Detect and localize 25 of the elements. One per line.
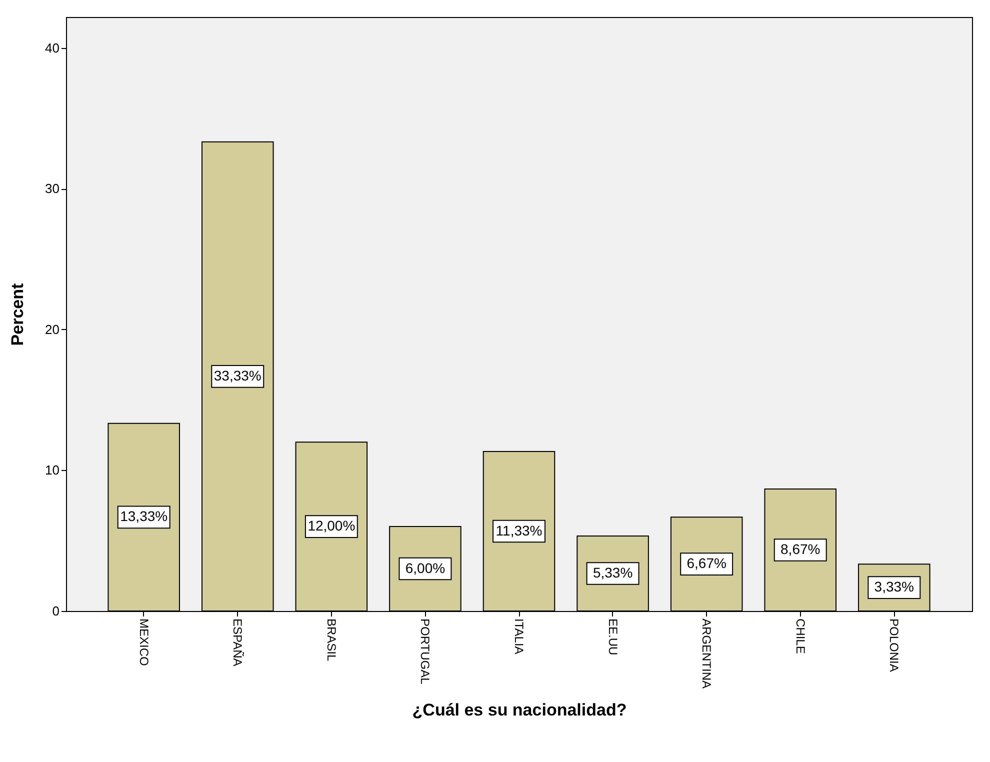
y-tick-label: 20 — [45, 322, 60, 337]
data-label: 5,33% — [592, 564, 633, 580]
y-tick-label: 40 — [45, 40, 60, 56]
x-axis-title: ¿Cuál es su nacionalidad? — [412, 700, 627, 720]
data-label: 33,33% — [214, 367, 262, 384]
y-tick-label: 0 — [52, 604, 60, 618]
x-tick-label: MEXICO — [136, 618, 151, 666]
data-label: 6,00% — [405, 560, 446, 576]
x-tick-label: ARGENTINA — [700, 618, 714, 689]
x-tick-label: PORTUGAL — [418, 618, 432, 685]
y-axis-title: Percent — [8, 282, 28, 346]
y-tick-label: 10 — [45, 462, 60, 478]
data-label: 13,33% — [120, 508, 168, 524]
x-tick-label: ESPAÑA — [230, 618, 245, 666]
data-label: 11,33% — [496, 522, 542, 538]
x-tick-label: POLONIA — [887, 618, 902, 672]
data-label: 12,00% — [308, 518, 356, 534]
data-label: 3,33% — [874, 578, 914, 595]
y-tick-label: 30 — [45, 181, 60, 196]
x-tick-label: BRASIL — [324, 618, 338, 662]
x-tick-label: ITALIA — [512, 618, 526, 654]
x-tick-label: CHILE — [793, 618, 808, 654]
data-label: 6,67% — [686, 555, 726, 572]
x-tick-label: EE.UU — [606, 618, 620, 656]
data-label: 8,67% — [780, 540, 820, 557]
